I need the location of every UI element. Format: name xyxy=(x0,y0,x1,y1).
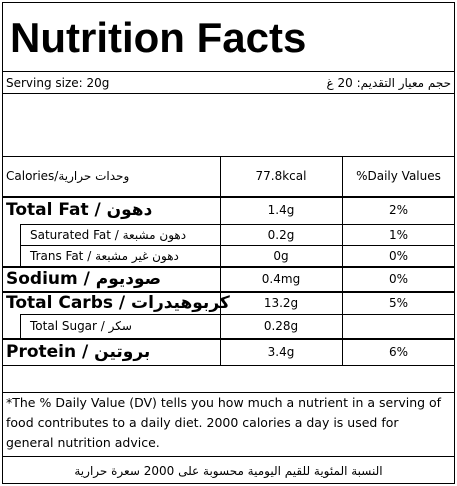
column-rule xyxy=(342,156,343,365)
dv-header: %Daily Values xyxy=(356,169,441,183)
row-rule xyxy=(2,196,455,198)
serving-size: Serving size: 20g xyxy=(6,75,110,90)
row-rule xyxy=(20,224,455,225)
nutrient-dv: 2% xyxy=(388,203,409,217)
row-rule xyxy=(20,314,455,315)
nutrient-dv: 1% xyxy=(388,227,409,242)
indent-rule xyxy=(20,245,21,266)
calories-label: Calories/وحدات حرارية xyxy=(6,169,130,183)
column-rule xyxy=(220,156,221,365)
row-rule xyxy=(2,266,455,268)
footnote: *The % Daily Value (DV) tells you how mu… xyxy=(6,395,442,450)
rule xyxy=(2,93,455,94)
nutrient-label: Total Sugar / سكر xyxy=(30,319,132,333)
nutrient-dv: 5% xyxy=(388,295,409,310)
nutrient-amount: 13.2g xyxy=(263,295,299,310)
nutrient-dv: 0% xyxy=(388,248,409,263)
indent-rule xyxy=(20,224,21,245)
footnote-ar: النسبة المئوية للقيم اليومية محسوبة على … xyxy=(74,463,383,478)
row-rule xyxy=(20,245,455,246)
rule xyxy=(2,365,455,366)
nutrient-amount: 0.2g xyxy=(267,227,295,242)
serving-size-ar: حجم معيار التقديم: 20 غ xyxy=(326,75,452,90)
nutrient-dv: 0% xyxy=(388,271,409,286)
nutrient-amount: 0g xyxy=(273,248,289,263)
nutrient-label: Total Carbs / كربوهيدرات xyxy=(6,292,230,313)
nutrient-label: Saturated Fat / دهون مشبعة xyxy=(30,227,187,242)
row-rule xyxy=(2,338,455,340)
rule xyxy=(2,392,455,393)
row-rule xyxy=(2,291,455,293)
nutrient-amount: 3.4g xyxy=(267,344,295,359)
nutrient-amount: 1.4g xyxy=(267,203,295,217)
nutrient-label: Protein / بروتين xyxy=(6,341,151,362)
rule xyxy=(2,156,455,157)
rule xyxy=(2,71,455,72)
calories-amount: 77.8kcal xyxy=(255,169,307,183)
nutrient-label: Total Fat / دهون xyxy=(6,200,153,220)
nutrient-amount: 0.4mg xyxy=(261,271,301,286)
nutrient-dv: 6% xyxy=(388,344,409,359)
indent-rule xyxy=(20,314,21,338)
nutrient-label: Trans Fat / دهون غير مشبعة xyxy=(30,248,179,263)
title: Nutrition Facts xyxy=(10,14,307,61)
nutrient-label: Sodium / صوديوم xyxy=(6,268,162,289)
rule xyxy=(2,456,455,457)
nutrient-amount: 0.28g xyxy=(263,319,299,333)
